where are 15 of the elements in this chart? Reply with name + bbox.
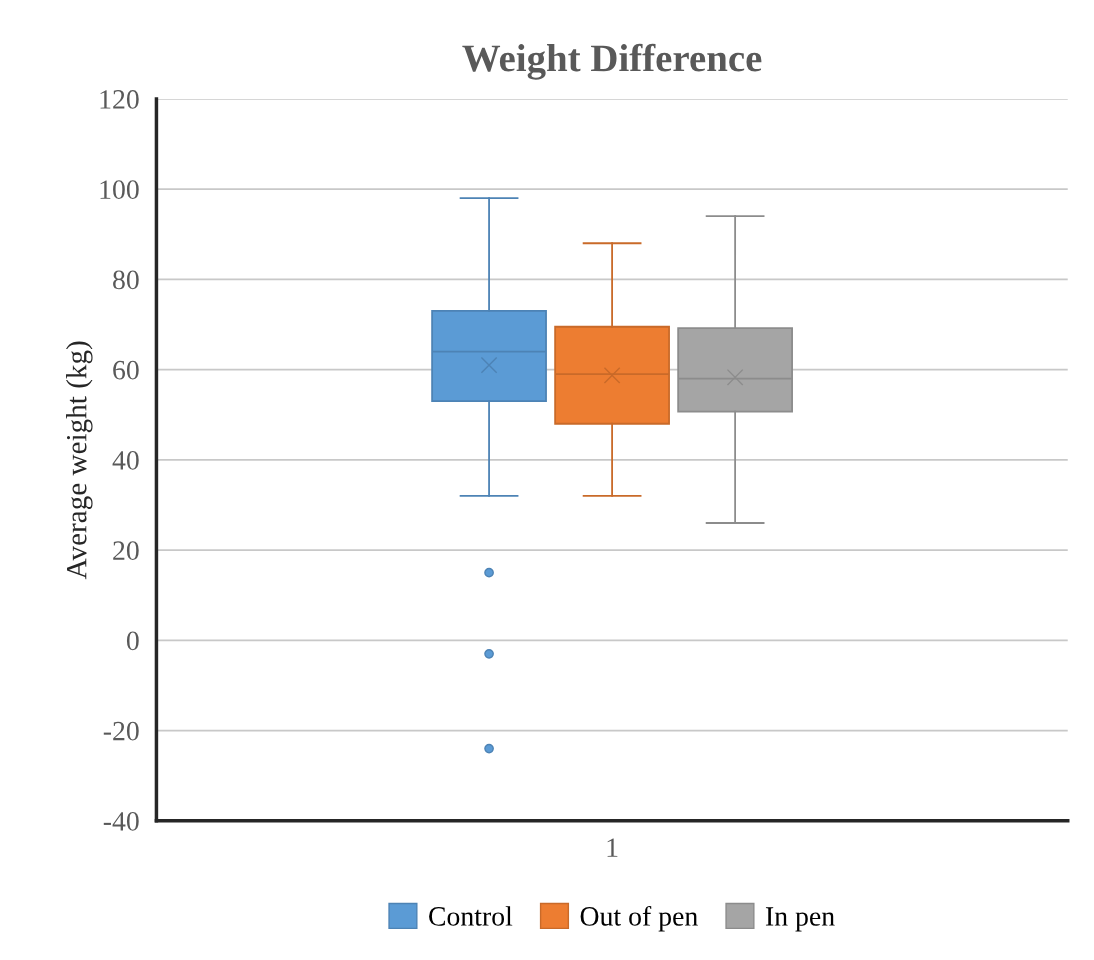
y-axis-title: Average weight (kg) bbox=[66, 341, 93, 580]
legend-label: Out of pen bbox=[580, 905, 698, 932]
y-tick-label: 120 bbox=[100, 90, 139, 109]
y-tick-label: 80 bbox=[113, 270, 139, 290]
legend-label: In pen bbox=[765, 907, 835, 932]
y-tick-label: 0 bbox=[126, 631, 139, 651]
x-tick-label: 1 bbox=[607, 838, 618, 857]
y-tick-label: 100 bbox=[100, 180, 139, 200]
y-tick-label: -40 bbox=[103, 811, 139, 831]
y-tick-label: 20 bbox=[113, 541, 139, 560]
y-tick-label: 40 bbox=[112, 451, 139, 470]
legend-label: Control bbox=[429, 906, 513, 926]
y-tick-label: -20 bbox=[103, 721, 139, 741]
y-tick-label: 60 bbox=[113, 360, 139, 380]
chart-title: Weight Difference bbox=[462, 43, 762, 80]
